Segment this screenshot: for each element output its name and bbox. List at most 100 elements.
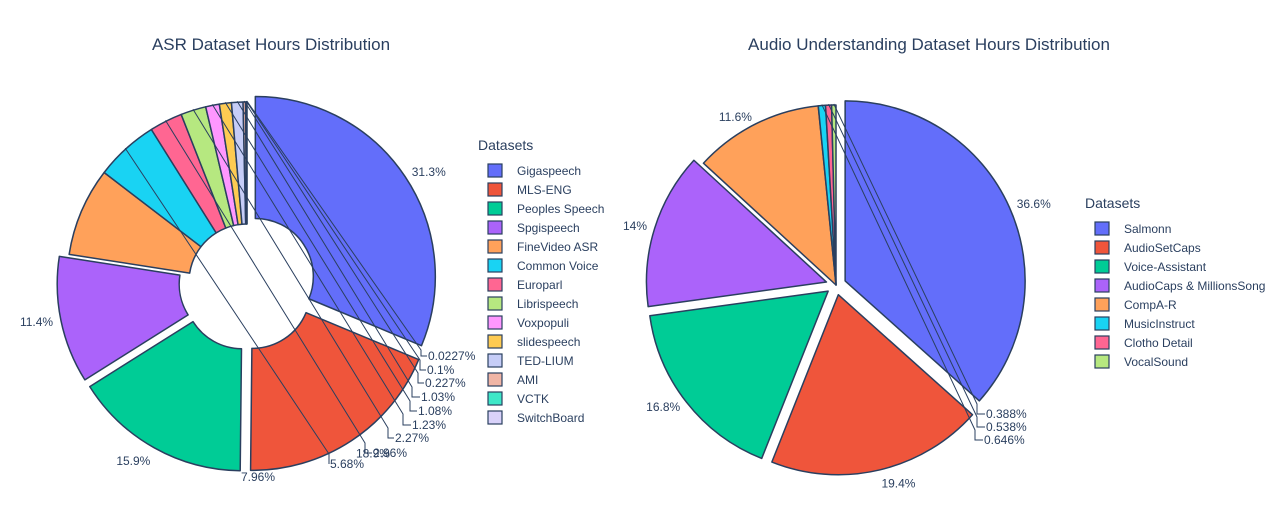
data-label: 1.03%	[421, 390, 455, 404]
legend-label: AMI	[517, 373, 538, 387]
legend-label: AudioSetCaps	[1124, 241, 1201, 255]
data-label: 36.6%	[1017, 197, 1051, 211]
legend-item-switchboard[interactable]: SwitchBoard	[488, 411, 584, 425]
legend-label: Librispeech	[517, 297, 578, 311]
legend-item-librispeech[interactable]: Librispeech	[488, 297, 578, 311]
data-label: 7.96%	[241, 470, 275, 484]
legend-label: Europarl	[517, 278, 562, 292]
legend-label: TED-LIUM	[517, 354, 574, 368]
legend-swatch	[488, 278, 502, 291]
data-label: 16.8%	[646, 400, 680, 414]
legend-label: Salmonn	[1124, 222, 1171, 236]
data-label: 15.9%	[116, 454, 150, 468]
legend-swatch	[488, 202, 502, 215]
data-label: 31.3%	[412, 165, 446, 179]
legend-label: SwitchBoard	[517, 411, 584, 425]
data-label: 19.4%	[881, 477, 915, 491]
legend-swatch	[488, 316, 502, 329]
legend-item-clotho-detail[interactable]: Clotho Detail	[1095, 336, 1193, 350]
legend-title: Datasets	[1085, 195, 1140, 211]
legend-item-voxpopuli[interactable]: Voxpopuli	[488, 316, 569, 330]
data-label: 0.646%	[984, 433, 1025, 447]
legend: Datasets Gigaspeech MLS-ENG Peoples Speech S…	[478, 137, 604, 425]
legend-item-common-voice[interactable]: Common Voice	[488, 259, 599, 273]
pie-chart-2: Audio Understanding Dataset Hours Distri…	[623, 35, 1265, 491]
legend-swatch	[488, 373, 502, 386]
legend-swatch	[488, 221, 502, 234]
legend-item-vocalsound[interactable]: VocalSound	[1095, 355, 1188, 369]
legend-label: MusicInstruct	[1124, 317, 1195, 331]
legend-swatch	[1095, 260, 1109, 273]
data-label: 11.6%	[719, 110, 752, 124]
legend-label: Common Voice	[517, 259, 599, 273]
data-label: 0.388%	[986, 407, 1027, 421]
legend-swatch	[488, 392, 502, 405]
data-label: 11.4%	[20, 315, 53, 329]
chart-title: ASR Dataset Hours Distribution	[152, 35, 390, 54]
legend-label: CompA-R	[1124, 298, 1177, 312]
pie-slice-gigaspeech	[255, 96, 435, 345]
legend-title: Datasets	[478, 137, 533, 153]
legend-item-europarl[interactable]: Europarl	[488, 278, 562, 292]
legend-item-vctk[interactable]: VCTK	[488, 392, 549, 406]
data-label: 14%	[623, 219, 647, 233]
legend-label: slidespeech	[517, 335, 580, 349]
legend-label: Clotho Detail	[1124, 336, 1193, 350]
data-label: 1.23%	[412, 418, 446, 432]
legend-item-finevideo-asr[interactable]: FineVideo ASR	[488, 240, 598, 254]
legend-label: MLS-ENG	[517, 183, 572, 197]
legend-item-slidespeech[interactable]: slidespeech	[488, 335, 580, 349]
legend-label: Voxpopuli	[517, 316, 569, 330]
legend-swatch	[1095, 222, 1109, 235]
legend-swatch	[1095, 279, 1109, 292]
data-label: 0.1%	[427, 363, 455, 377]
data-label: 2.27%	[395, 431, 429, 445]
data-label: 0.0227%	[428, 349, 476, 363]
legend-item-peoples-speech[interactable]: Peoples Speech	[488, 202, 604, 216]
legend-label: FineVideo ASR	[517, 240, 598, 254]
legend-label: Spgispeech	[517, 221, 580, 235]
legend-swatch	[488, 354, 502, 367]
legend-label: Peoples Speech	[517, 202, 604, 216]
data-label: 0.538%	[986, 420, 1027, 434]
legend-swatch	[488, 240, 502, 253]
legend-item-gigaspeech[interactable]: Gigaspeech	[488, 164, 581, 178]
legend-item-salmonn[interactable]: Salmonn	[1095, 222, 1171, 236]
pie-slices	[57, 96, 435, 470]
pie-slices	[646, 101, 1025, 475]
legend-item-audiosetcaps[interactable]: AudioSetCaps	[1095, 241, 1201, 255]
legend-item-spgispeech[interactable]: Spgispeech	[488, 221, 580, 235]
pie-chart-1: ASR Dataset Hours Distribution31.3%18.9%…	[20, 35, 604, 484]
legend-item-audiocaps-and-millionssong[interactable]: AudioCaps & MillionsSong	[1095, 279, 1265, 293]
legend-item-ted-lium[interactable]: TED-LIUM	[488, 354, 574, 368]
legend-swatch	[488, 335, 502, 348]
legend-item-mls-eng[interactable]: MLS-ENG	[488, 183, 572, 197]
data-label: 1.08%	[418, 404, 452, 418]
legend-item-musicinstruct[interactable]: MusicInstruct	[1095, 317, 1195, 331]
data-label: 5.68%	[330, 457, 364, 471]
legend-label: AudioCaps & MillionsSong	[1124, 279, 1265, 293]
legend-label: VocalSound	[1124, 355, 1188, 369]
legend-swatch	[488, 259, 502, 272]
legend-swatch	[488, 411, 502, 424]
data-label: 2.96%	[373, 446, 407, 460]
legend-swatch	[1095, 241, 1109, 254]
legend-swatch	[1095, 317, 1109, 330]
legend-swatch	[1095, 355, 1109, 368]
chart-title: Audio Understanding Dataset Hours Distri…	[748, 35, 1110, 54]
legend-swatch	[1095, 298, 1109, 311]
legend-swatch	[488, 183, 502, 196]
legend-label: Gigaspeech	[517, 164, 581, 178]
legend-item-ami[interactable]: AMI	[488, 373, 538, 387]
data-label: 0.227%	[425, 376, 466, 390]
legend-label: VCTK	[517, 392, 549, 406]
legend-item-compa-r[interactable]: CompA-R	[1095, 298, 1177, 312]
legend-item-voice-assistant[interactable]: Voice-Assistant	[1095, 260, 1207, 274]
legend-swatch	[488, 164, 502, 177]
legend-swatch	[488, 297, 502, 310]
legend-swatch	[1095, 336, 1109, 349]
legend: Datasets Salmonn AudioSetCaps Voice-Assista…	[1085, 195, 1265, 369]
legend-label: Voice-Assistant	[1124, 260, 1207, 274]
